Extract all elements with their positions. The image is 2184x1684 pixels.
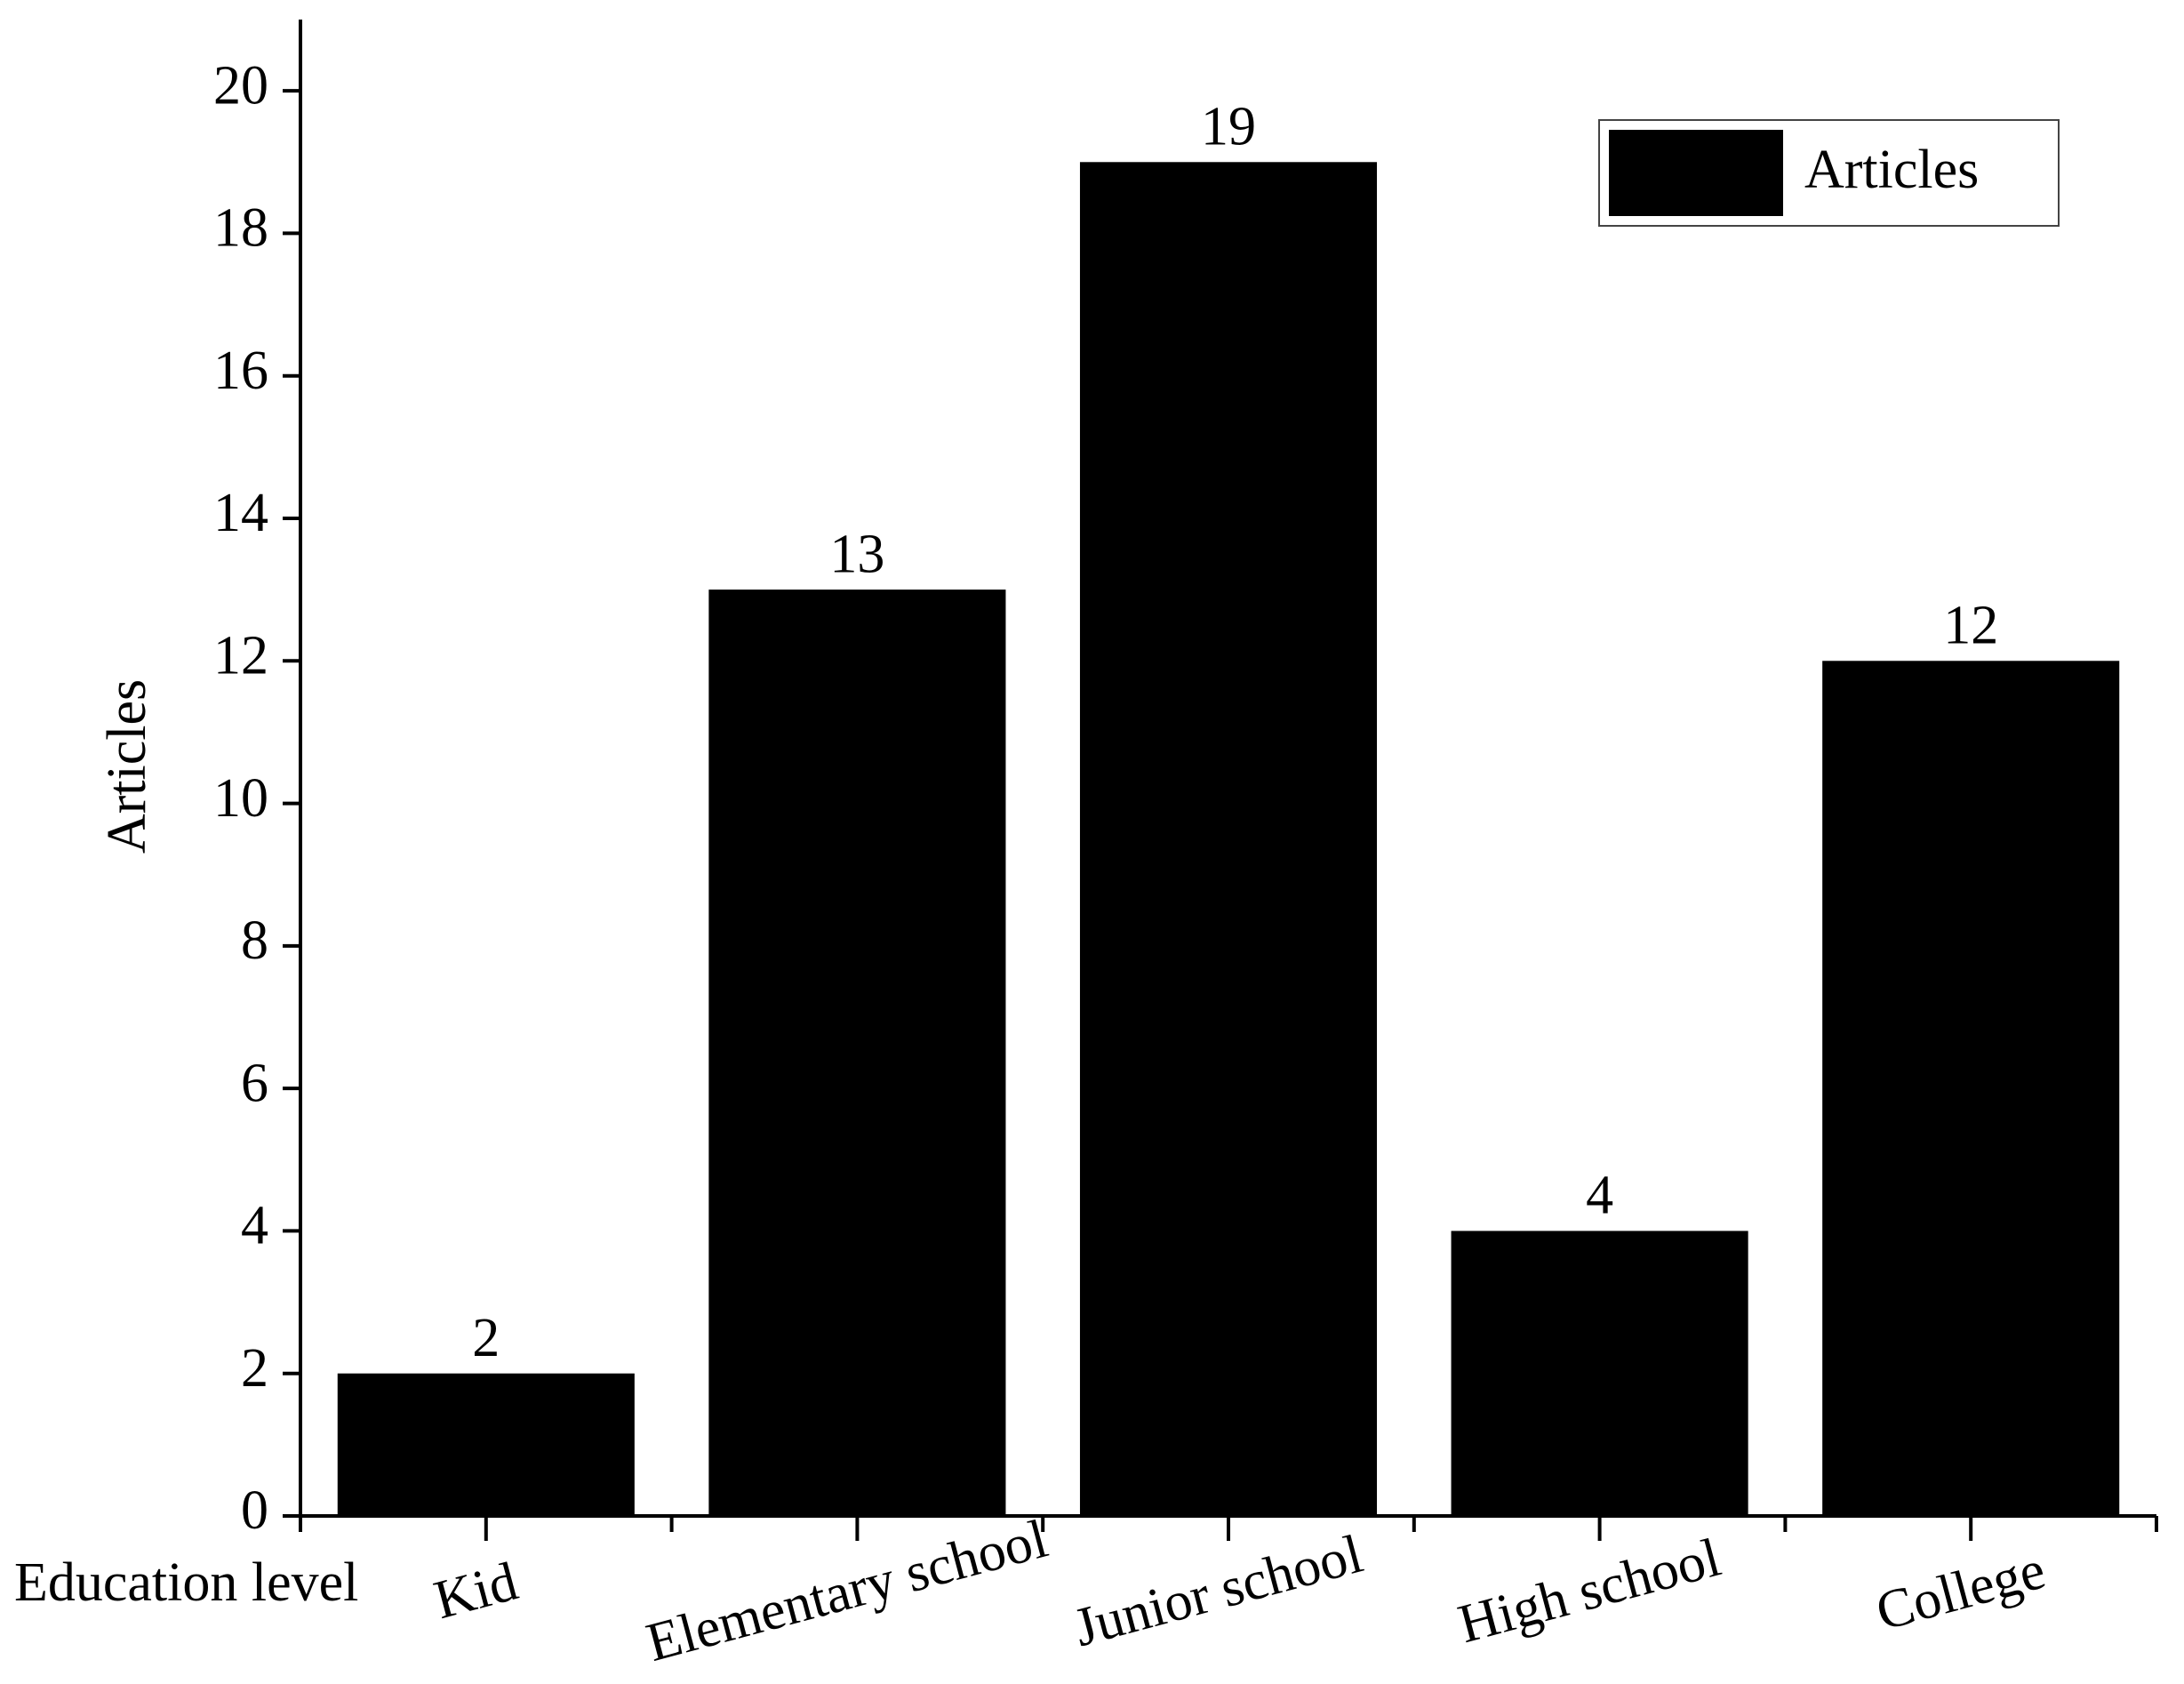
bar (1822, 661, 2120, 1516)
y-tick-label: 20 (213, 55, 268, 116)
data-label: 19 (1201, 97, 1256, 157)
x-tick-label: Junior school (1068, 1524, 1369, 1659)
legend-label: Articles (1804, 140, 1979, 200)
x-tick-label: Kid (428, 1552, 524, 1632)
data-label: 2 (472, 1308, 500, 1368)
y-tick-label: 16 (213, 341, 268, 401)
y-tick-label: 6 (241, 1053, 268, 1113)
x-axis-label: Education level (14, 1552, 358, 1613)
legend-swatch (1609, 130, 1783, 216)
y-axis-label: Articles (97, 679, 157, 854)
y-tick-label: 2 (241, 1338, 268, 1399)
bar (1079, 162, 1378, 1516)
data-label: 12 (1943, 596, 1998, 656)
y-tick-label: 4 (241, 1196, 268, 1256)
data-label: 4 (1586, 1166, 1613, 1226)
bar (708, 589, 1006, 1517)
x-tick-label: Elementary school (640, 1509, 1053, 1674)
bar (1451, 1231, 1748, 1516)
data-label: 13 (829, 524, 884, 584)
y-tick-label: 12 (213, 626, 268, 686)
bar (337, 1373, 635, 1516)
y-tick-label: 14 (213, 483, 268, 543)
y-tick-label: 10 (213, 768, 268, 829)
y-tick-label: 8 (241, 910, 268, 971)
x-tick-label: High school (1452, 1528, 1727, 1656)
y-tick-label: 18 (213, 198, 268, 259)
y-tick-label: 0 (241, 1480, 268, 1541)
x-tick-label: College (1870, 1540, 2052, 1643)
